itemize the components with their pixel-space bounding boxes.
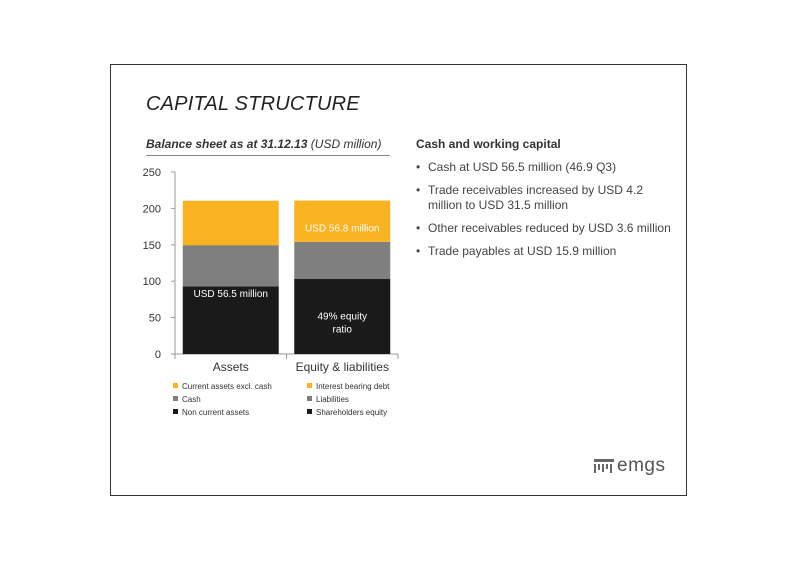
emgs-logo-text: emgs bbox=[617, 455, 666, 476]
y-tick-label: 150 bbox=[143, 240, 161, 252]
data-label: USD 56.5 million bbox=[194, 289, 268, 300]
emgs-logo: emgs bbox=[594, 455, 665, 477]
bar-segment bbox=[182, 286, 279, 354]
legend-swatch bbox=[307, 409, 312, 414]
data-label: 49% equity bbox=[318, 311, 367, 322]
data-label: ratio bbox=[333, 324, 353, 335]
bar-segment bbox=[182, 200, 279, 246]
bullet-dot-icon: • bbox=[416, 221, 421, 235]
legend-swatch bbox=[173, 396, 178, 401]
legend-swatch bbox=[173, 383, 178, 388]
page-title: CAPITAL STRUCTURE bbox=[146, 93, 360, 115]
data-label: USD 56.8 million bbox=[305, 223, 379, 234]
y-tick-label: 200 bbox=[143, 203, 161, 215]
legend-label: Current assets excl. cash bbox=[182, 382, 272, 391]
balance-sheet-chart: 0 50 100 150 200 250 Assets Equity & liabilitie… bbox=[143, 167, 399, 417]
y-tick-label: 50 bbox=[149, 313, 161, 325]
chart-subtitle-unit: (USD million) bbox=[310, 137, 382, 151]
bullet-dot-icon: • bbox=[416, 160, 421, 174]
legend-label: Non current assets bbox=[182, 408, 249, 417]
bullet-item: • Trade receivables increased by USD 4.2 … bbox=[416, 183, 676, 213]
chart-subtitle: Balance sheet as at 31.12.13 (USD millio… bbox=[146, 137, 381, 151]
legend-label: Shareholders equity bbox=[316, 408, 387, 417]
bullet-text: Trade receivables increased by USD 4.2 m… bbox=[428, 183, 643, 212]
bullet-text: Trade payables at USD 15.9 million bbox=[428, 244, 617, 258]
legend-swatch bbox=[307, 383, 312, 388]
bar-segment bbox=[294, 279, 391, 354]
subtitle-divider bbox=[146, 155, 390, 156]
bar-segment bbox=[182, 245, 279, 287]
chart-subtitle-main: Balance sheet as at 31.12.13 bbox=[146, 137, 308, 151]
legend-swatch bbox=[307, 396, 312, 401]
bullet-text: Other receivables reduced by USD 3.6 mil… bbox=[428, 221, 671, 235]
bullet-item: • Other receivables reduced by USD 3.6 mi… bbox=[416, 221, 676, 236]
bullet-dot-icon: • bbox=[416, 183, 421, 197]
y-tick-label: 100 bbox=[143, 276, 161, 288]
bar-segment bbox=[294, 200, 391, 242]
legend-label: Cash bbox=[182, 395, 201, 404]
section-heading: Cash and working capital bbox=[416, 137, 561, 151]
emgs-logo-icon bbox=[594, 459, 614, 473]
x-tick-label: Equity & liabilities bbox=[296, 360, 389, 374]
legend-label: Interest bearing debt bbox=[316, 382, 390, 391]
y-tick-label: 0 bbox=[155, 349, 161, 361]
legend-label: Liabilities bbox=[316, 395, 349, 404]
bar-segment bbox=[294, 241, 391, 280]
bullet-item: • Trade payables at USD 15.9 million bbox=[416, 244, 676, 259]
x-tick-label: Assets bbox=[213, 360, 249, 374]
bullet-list: • Cash at USD 56.5 million (46.9 Q3) • Tra… bbox=[416, 160, 676, 267]
y-tick-label: 250 bbox=[143, 167, 161, 179]
legend-swatch bbox=[173, 409, 178, 414]
bullet-item: • Cash at USD 56.5 million (46.9 Q3) bbox=[416, 160, 676, 175]
bullet-dot-icon: • bbox=[416, 244, 421, 258]
bullet-text: Cash at USD 56.5 million (46.9 Q3) bbox=[428, 160, 617, 174]
